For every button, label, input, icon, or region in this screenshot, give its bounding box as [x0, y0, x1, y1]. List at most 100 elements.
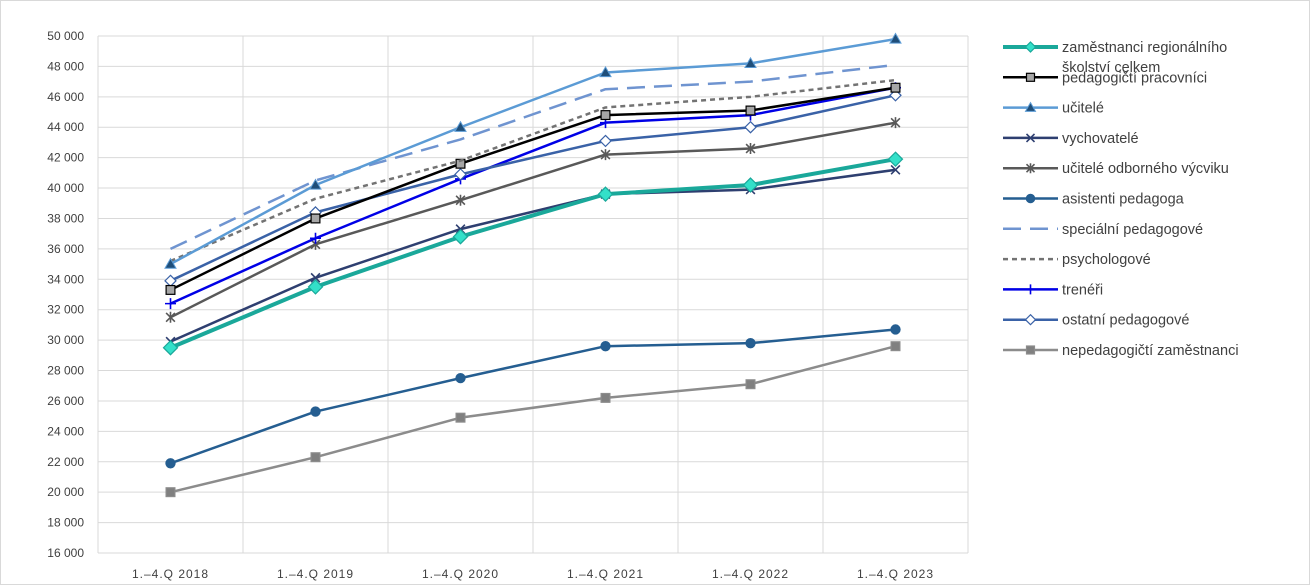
data-point — [890, 324, 901, 335]
y-tick-label: 26 000 — [47, 394, 84, 408]
legend-item: učitelé odborného výcviku — [1003, 161, 1229, 177]
data-point — [165, 298, 176, 310]
data-point — [165, 284, 176, 295]
legend-label: ostatní pedagogové — [1062, 313, 1189, 329]
series-line — [170, 78, 896, 263]
x-tick-label: 1.–4.Q 2020 — [422, 567, 499, 581]
legend-item: psychologové — [1003, 252, 1151, 268]
data-point — [310, 213, 321, 224]
series-5 — [165, 324, 901, 469]
y-tick-label: 48 000 — [47, 59, 84, 73]
data-point — [745, 143, 756, 155]
y-tick-label: 24 000 — [47, 424, 84, 438]
y-tick-label: 22 000 — [47, 455, 84, 469]
data-point — [454, 168, 467, 181]
legend-item: nepedagogičtí zaměstnanci — [1003, 343, 1239, 359]
data-point — [452, 228, 469, 245]
data-point — [744, 120, 757, 134]
legend-item: asistenti pedagoga — [1003, 192, 1185, 208]
series-line — [169, 86, 896, 305]
legend-label: školství celkem — [1062, 60, 1160, 76]
data-point — [309, 178, 322, 190]
legend-swatch-marker — [1025, 72, 1036, 82]
series-line — [169, 157, 896, 350]
data-point — [455, 372, 466, 384]
x-tick-label: 1.–4.Q 2023 — [857, 567, 934, 581]
legend-swatch-marker — [1025, 345, 1036, 355]
y-tick-label: 40 000 — [47, 181, 84, 195]
y-tick-label: 28 000 — [47, 364, 84, 378]
data-point — [165, 311, 176, 323]
data-point — [307, 279, 324, 295]
x-axis-ticks: 1.–4.Q 2018 1.–4.Q 2019 1.–4.Q 2020 1.–4.Q … — [132, 567, 934, 581]
series-2 — [164, 32, 902, 269]
x-tick-label: 1.–4.Q 2018 — [132, 567, 209, 581]
legend-swatch-marker — [1025, 284, 1036, 295]
y-tick-label: 34 000 — [47, 272, 84, 286]
series-line — [170, 344, 896, 494]
data-point — [165, 458, 176, 469]
data-point — [597, 186, 614, 202]
legend-item: pedagogičtí pracovníci — [1003, 70, 1207, 86]
legend-item: ostatní pedagogové — [1003, 313, 1189, 329]
data-point — [889, 32, 902, 44]
data-point — [164, 274, 177, 288]
legend-label: učitelé — [1062, 101, 1104, 117]
data-point — [454, 120, 467, 132]
data-point — [164, 257, 177, 269]
data-point — [745, 379, 756, 390]
series-line — [169, 168, 896, 343]
y-tick-label: 42 000 — [47, 151, 84, 165]
y-tick-label: 38 000 — [47, 211, 84, 225]
legend-swatch-marker — [1024, 101, 1037, 112]
series-line — [170, 328, 896, 465]
data-point — [310, 452, 321, 463]
y-tick-label: 18 000 — [47, 516, 84, 530]
legend-label: učitelé odborného výcviku — [1062, 161, 1229, 177]
y-tick-label: 20 000 — [47, 485, 84, 499]
y-tick-label: 36 000 — [47, 242, 84, 256]
legend-label: nepedagogičtí zaměstnanci — [1062, 343, 1239, 359]
data-point — [890, 341, 901, 352]
data-point — [745, 105, 756, 116]
legend-label: trenéři — [1062, 282, 1103, 298]
legend-label: asistenti pedagoga — [1062, 192, 1185, 208]
series-1 — [165, 82, 901, 295]
series-7 — [170, 78, 896, 263]
legend-swatch-marker — [1025, 163, 1036, 174]
data-point — [600, 392, 611, 403]
series-6 — [169, 63, 896, 251]
y-tick-label: 46 000 — [47, 90, 84, 104]
legend-label: zaměstnanci regionálního — [1062, 40, 1227, 56]
series-0 — [162, 151, 904, 356]
y-tick-label: 32 000 — [47, 303, 84, 317]
y-tick-label: 44 000 — [47, 120, 84, 134]
x-tick-label: 1.–4.Q 2021 — [567, 567, 644, 581]
data-point — [600, 149, 611, 161]
grid-layer — [97, 35, 969, 554]
series-line — [169, 121, 896, 319]
data-point — [310, 406, 321, 417]
series-line — [169, 86, 896, 292]
data-point — [455, 194, 466, 206]
y-tick-label: 30 000 — [47, 333, 84, 347]
legend-item: speciální pedagogové — [1003, 222, 1203, 238]
legend-item: trenéři — [1003, 282, 1103, 298]
data-point — [310, 232, 321, 244]
data-point — [890, 164, 901, 175]
legend-item: vychovatelé — [1003, 131, 1139, 147]
legend-label: psychologové — [1062, 252, 1151, 268]
data-point — [165, 487, 176, 498]
data-point — [310, 272, 321, 283]
data-point — [455, 412, 466, 423]
legend-item: učitelé — [1003, 101, 1104, 117]
y-tick-label: 16 000 — [47, 546, 84, 560]
legend-item: zaměstnanci regionálního školství celkem — [1003, 40, 1227, 76]
x-tick-label: 1.–4.Q 2019 — [277, 567, 354, 581]
legend-swatch-marker — [1025, 133, 1036, 143]
series-4 — [165, 117, 901, 323]
y-axis-ticks: 16 000 18 000 20 000 22 000 24 000 26 000 28 0… — [47, 29, 84, 560]
